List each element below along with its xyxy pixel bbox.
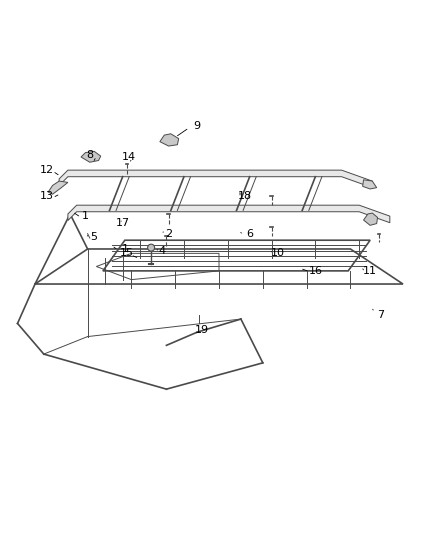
Text: 7: 7	[378, 310, 385, 320]
Text: 18: 18	[238, 191, 252, 201]
Text: 8: 8	[86, 150, 93, 160]
Text: 2: 2	[165, 229, 172, 239]
Text: 1: 1	[121, 244, 128, 254]
Polygon shape	[59, 170, 372, 188]
Polygon shape	[81, 151, 101, 162]
Text: 10: 10	[271, 248, 285, 259]
Polygon shape	[48, 181, 68, 194]
Text: 4: 4	[159, 246, 166, 256]
Text: 16: 16	[308, 266, 322, 276]
Text: 12: 12	[40, 165, 54, 175]
Text: 5: 5	[91, 232, 98, 242]
Text: 1: 1	[82, 211, 89, 221]
Text: 15: 15	[120, 248, 134, 259]
Polygon shape	[364, 213, 378, 225]
Polygon shape	[160, 134, 179, 146]
Text: 19: 19	[194, 325, 208, 335]
Circle shape	[148, 244, 155, 251]
Text: 9: 9	[194, 122, 201, 131]
Text: 6: 6	[246, 229, 253, 239]
Polygon shape	[68, 205, 390, 223]
Text: 13: 13	[40, 191, 54, 201]
Polygon shape	[363, 180, 377, 189]
Text: 14: 14	[122, 152, 136, 162]
Text: 11: 11	[363, 266, 377, 276]
Text: 17: 17	[116, 217, 130, 228]
